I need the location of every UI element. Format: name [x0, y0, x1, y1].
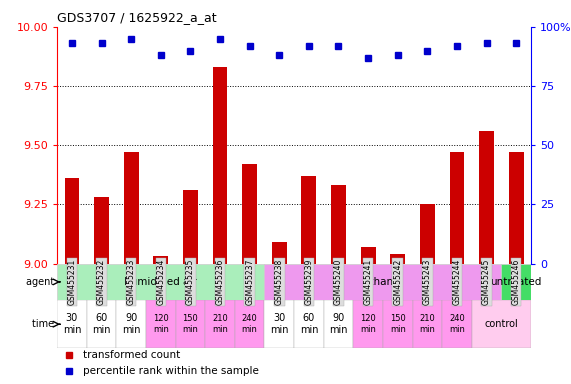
- Text: 60
min: 60 min: [300, 313, 318, 335]
- Bar: [272, 242, 287, 263]
- Text: GSM455241: GSM455241: [364, 259, 373, 305]
- Bar: [501, 263, 531, 300]
- Text: untreated: untreated: [490, 277, 542, 287]
- Text: 30
min: 30 min: [270, 313, 288, 335]
- Bar: [449, 152, 464, 263]
- Bar: [509, 152, 524, 263]
- Text: GSM455237: GSM455237: [245, 259, 254, 305]
- Text: GSM455231: GSM455231: [67, 259, 77, 305]
- Text: 120
min: 120 min: [360, 314, 376, 334]
- Bar: [242, 164, 257, 263]
- Text: GSM455233: GSM455233: [127, 259, 136, 305]
- Bar: [301, 176, 316, 263]
- Bar: [183, 190, 198, 263]
- Bar: [294, 300, 324, 348]
- Text: 150
min: 150 min: [390, 314, 405, 334]
- Text: GSM455238: GSM455238: [275, 259, 284, 305]
- Text: 150
min: 150 min: [183, 314, 198, 334]
- Text: GSM455246: GSM455246: [512, 259, 521, 305]
- Bar: [361, 247, 376, 263]
- Text: 90
min: 90 min: [122, 313, 140, 335]
- Bar: [412, 300, 442, 348]
- Text: GSM455242: GSM455242: [393, 259, 402, 305]
- Bar: [264, 300, 294, 348]
- Bar: [87, 300, 116, 348]
- Text: GSM455244: GSM455244: [452, 259, 461, 305]
- Bar: [124, 152, 139, 263]
- Text: 90
min: 90 min: [329, 313, 348, 335]
- Text: GSM455235: GSM455235: [186, 259, 195, 305]
- Text: GSM455234: GSM455234: [156, 259, 165, 305]
- Text: 240
min: 240 min: [242, 314, 258, 334]
- Bar: [264, 263, 501, 300]
- Bar: [420, 204, 435, 263]
- Text: 30
min: 30 min: [63, 313, 81, 335]
- Bar: [205, 300, 235, 348]
- Bar: [94, 197, 109, 263]
- Text: control: control: [485, 319, 518, 329]
- Text: agent: agent: [26, 277, 57, 287]
- Text: humidified air: humidified air: [124, 277, 197, 287]
- Bar: [57, 263, 264, 300]
- Text: GSM455240: GSM455240: [334, 259, 343, 305]
- Text: 240
min: 240 min: [449, 314, 465, 334]
- Text: 210
min: 210 min: [420, 314, 435, 334]
- Bar: [383, 300, 412, 348]
- Text: time: time: [32, 319, 57, 329]
- Bar: [442, 300, 472, 348]
- Bar: [472, 300, 531, 348]
- Bar: [353, 300, 383, 348]
- Bar: [212, 67, 227, 263]
- Text: GSM455243: GSM455243: [423, 259, 432, 305]
- Text: percentile rank within the sample: percentile rank within the sample: [83, 366, 259, 376]
- Text: 60
min: 60 min: [93, 313, 111, 335]
- Bar: [57, 300, 87, 348]
- Text: 120
min: 120 min: [153, 314, 168, 334]
- Bar: [154, 257, 168, 263]
- Text: ethanol: ethanol: [363, 277, 403, 287]
- Bar: [235, 300, 264, 348]
- Bar: [479, 131, 494, 263]
- Bar: [65, 179, 79, 263]
- Bar: [391, 254, 405, 263]
- Text: GSM455245: GSM455245: [482, 259, 491, 305]
- Text: 210
min: 210 min: [212, 314, 228, 334]
- Bar: [116, 300, 146, 348]
- Text: GSM455232: GSM455232: [97, 259, 106, 305]
- Bar: [176, 300, 205, 348]
- Text: transformed count: transformed count: [83, 350, 180, 360]
- Bar: [331, 185, 346, 263]
- Text: GSM455236: GSM455236: [215, 259, 224, 305]
- Bar: [146, 300, 176, 348]
- Bar: [324, 300, 353, 348]
- Text: GDS3707 / 1625922_a_at: GDS3707 / 1625922_a_at: [57, 11, 217, 24]
- Text: GSM455239: GSM455239: [304, 259, 313, 305]
